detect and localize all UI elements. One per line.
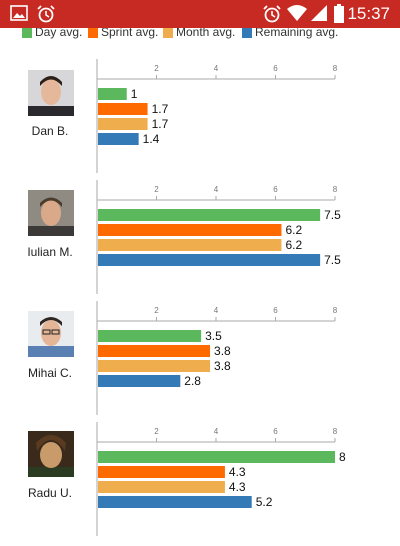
bar-value-label: 1.7 (152, 102, 169, 116)
x-tick-label: 6 (273, 427, 278, 436)
status-bar: 15:37 (0, 0, 400, 28)
bar-value-label: 8 (339, 450, 346, 464)
bar-value-label: 1 (131, 87, 138, 101)
bar-value-label: 3.8 (214, 344, 231, 358)
x-tick-label: 8 (333, 64, 338, 73)
x-tick-label: 4 (214, 427, 219, 436)
battery-icon (333, 4, 345, 29)
bar-3 (98, 239, 281, 251)
x-tick-label: 4 (214, 64, 219, 73)
bar-value-label: 4.3 (229, 465, 246, 479)
image-icon (10, 4, 28, 27)
legend-swatch (22, 28, 32, 38)
x-tick-label: 8 (333, 427, 338, 436)
bar-value-label: 7.5 (324, 208, 341, 222)
bar-value-label: 1.4 (143, 132, 160, 146)
x-tick-label: 2 (154, 185, 159, 194)
bar-2 (98, 103, 148, 115)
legend-swatch (242, 28, 252, 38)
x-tick-label: 6 (273, 306, 278, 315)
bar-2 (98, 466, 225, 478)
bar-value-label: 1.7 (152, 117, 169, 131)
bar-2 (98, 224, 281, 236)
x-tick-label: 4 (214, 185, 219, 194)
legend-swatch (163, 28, 173, 38)
bar-3 (98, 481, 225, 493)
bar-3 (98, 118, 148, 130)
x-tick-label: 4 (214, 306, 219, 315)
legend-item-month: Month avg. (163, 28, 235, 39)
legend-item-sprint: Sprint avg. (88, 28, 158, 39)
bar-1 (98, 330, 201, 342)
signal-icon (310, 4, 328, 27)
x-tick-label: 8 (333, 306, 338, 315)
bar-value-label: 3.8 (214, 359, 231, 373)
x-tick-label: 2 (154, 427, 159, 436)
legend-item-day: Day avg. (22, 28, 82, 39)
bar-3 (98, 360, 210, 372)
bar-4 (98, 133, 139, 145)
legend-item-remaining: Remaining avg. (242, 28, 338, 39)
bar-value-label: 4.3 (229, 480, 246, 494)
bar-value-label: 3.5 (205, 329, 222, 343)
bar-value-label: 5.2 (256, 495, 273, 509)
x-tick-label: 6 (273, 185, 278, 194)
bar-value-label: 6.2 (285, 223, 302, 237)
legend-swatch (88, 28, 98, 38)
alarm-icon (262, 4, 282, 29)
bar-1 (98, 209, 320, 221)
clock: 15:37 (347, 4, 390, 24)
x-tick-label: 2 (154, 64, 159, 73)
chart-legend: Day avg. Sprint avg. Month avg. Remainin… (0, 28, 400, 40)
bar-value-label: 7.5 (324, 253, 341, 267)
bar-1 (98, 88, 127, 100)
bar-1 (98, 451, 335, 463)
bar-value-label: 6.2 (285, 238, 302, 252)
bar-4 (98, 254, 320, 266)
bar-2 (98, 345, 210, 357)
bar-value-label: 2.8 (184, 374, 201, 388)
bar-4 (98, 375, 180, 387)
person-panel: Dan B. 2 4 6 8 1 1.7 1.7 1.4 (0, 55, 400, 175)
x-tick-label: 6 (273, 64, 278, 73)
person-panel: Mihai C. 2 4 6 8 3.5 3.8 3.8 2.8 (0, 297, 400, 417)
bar-4 (98, 496, 252, 508)
person-panel: Radu U. 2 4 6 8 8 4.3 4.3 5.2 (0, 418, 400, 538)
x-tick-label: 8 (333, 185, 338, 194)
x-tick-label: 2 (154, 306, 159, 315)
wifi-icon (286, 4, 308, 27)
person-panel: Iulian M. 2 4 6 8 7.5 6.2 6.2 7.5 (0, 176, 400, 296)
alarm-icon (36, 4, 56, 29)
